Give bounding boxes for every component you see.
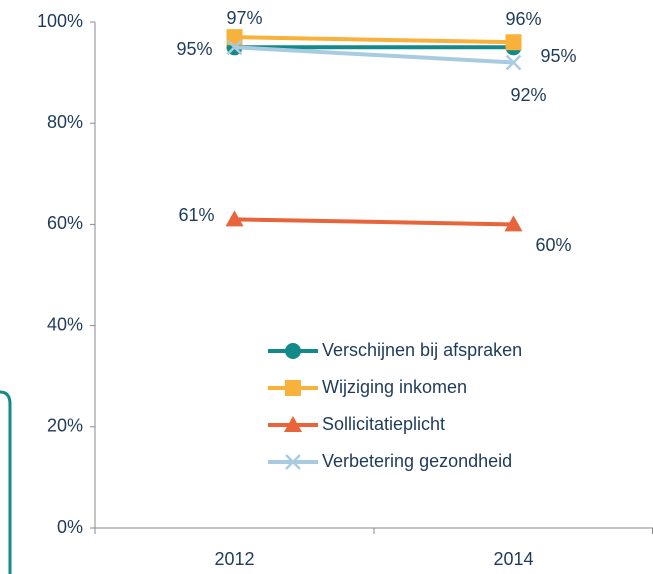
marker — [226, 29, 243, 46]
marker — [284, 416, 302, 432]
decorative-frame — [0, 390, 12, 574]
legend-label: Sollicitatieplicht — [322, 414, 445, 434]
y-tick-label: 40% — [47, 314, 83, 334]
data-label: 61% — [178, 205, 214, 225]
data-label: 95% — [540, 46, 576, 66]
marker — [285, 454, 301, 470]
x-tick-label: 2014 — [493, 549, 533, 569]
marker — [285, 343, 301, 359]
series-line — [234, 217, 514, 227]
legend-label: Wijziging inkomen — [322, 377, 467, 397]
series-line — [234, 35, 514, 45]
y-tick-label: 80% — [47, 112, 83, 132]
legend-label: Verbetering gezondheid — [322, 451, 512, 471]
data-label: 60% — [535, 235, 571, 255]
y-tick-label: 0% — [57, 517, 83, 537]
marker — [285, 380, 301, 396]
y-tick-label: 20% — [47, 416, 83, 436]
marker — [505, 34, 522, 51]
series-line — [234, 45, 514, 65]
y-tick-label: 60% — [47, 213, 83, 233]
data-label: 97% — [226, 8, 262, 28]
y-tick-label: 100% — [37, 11, 83, 31]
marker — [504, 215, 523, 232]
marker — [225, 210, 244, 227]
marker — [226, 39, 243, 56]
marker — [505, 54, 522, 71]
data-label: 96% — [505, 9, 541, 29]
legend-label: Verschijnen bij afspraken — [322, 340, 522, 360]
x-tick-label: 2012 — [214, 549, 254, 569]
data-label: 92% — [510, 85, 546, 105]
data-label: 95% — [176, 39, 212, 59]
